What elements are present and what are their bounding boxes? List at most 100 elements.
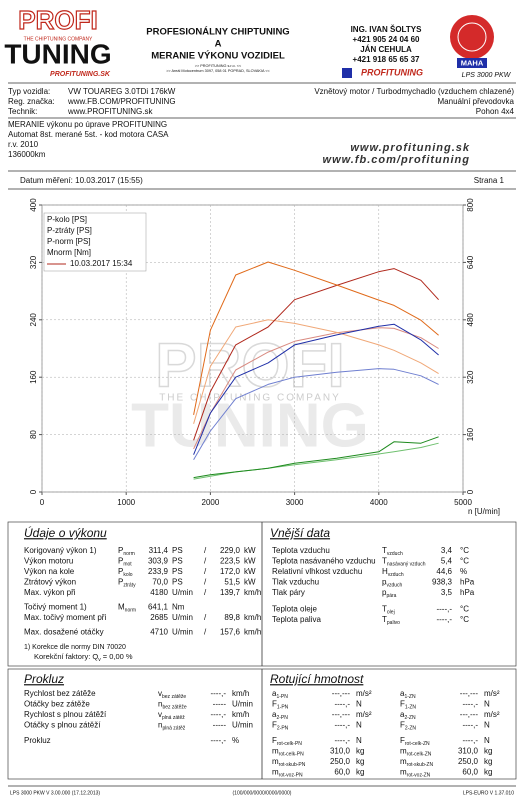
row-value: 70,0 [152,578,168,587]
y2-tick-label: 800 [466,198,475,212]
legend-entry: P-ztráty [PS] [47,226,92,235]
row-value: 311,4 [149,546,169,555]
row-value: ----,- [436,605,452,614]
x-tick-label: 2000 [202,498,220,507]
symbol: mrot-skub-PN [272,757,306,768]
row-label: Prokluz [24,736,51,745]
symbol-sub: bez zátěže [162,694,186,700]
symbol-sub: vzduch [387,551,403,557]
symbol-sub: ztráty [123,583,136,589]
row-value: ----,- [334,736,350,745]
badge-ring [457,22,487,52]
row-value: ----,- [210,736,226,745]
contact: ING. IVAN ŠOLTYS [351,25,422,34]
separator: / [204,567,207,576]
symbol-base: p [382,588,387,597]
watermark: TUNING [131,391,369,460]
symbol-sub: nasávaný vzduch [387,562,426,568]
row-label: Rychlost s plnou zátěží [24,710,107,719]
series-line [193,368,439,460]
row-value: 44,6 [436,567,452,576]
row-value: 2685 [150,613,168,622]
symbol: mrot-celk-ZN [400,747,432,758]
separator: / [204,557,207,566]
symbol: mrot-skub-ZN [400,757,433,768]
row-unit: kW [244,567,256,576]
row-value: 5,4 [441,557,453,566]
watermark: THE CHIPTUNING COMPANY [159,393,341,404]
title-line: MERANIE VÝKONU VOZIDIEL [151,50,285,62]
row-label: Rychlost bez zátěže [24,689,96,698]
row-label: Výkon motoru [24,557,73,566]
symbol-base: m [272,757,279,766]
row-unit: °C [460,615,469,624]
symbol-base: F [400,700,405,709]
row-unit: km/h [244,588,261,597]
symbol: ppára [382,588,397,599]
series-line [193,268,439,441]
symbol: F1-PN [272,700,289,711]
contact: +421 918 65 65 37 [353,55,421,64]
symbol: Tolej [382,605,395,616]
note: Automat 8st. merané 5st. - kod motora CA… [8,130,169,139]
symbol: mrot-voz-PN [272,768,303,779]
symbol-sub: norm [125,608,136,614]
row-value: ----,- [334,721,350,730]
row-label: Relativní vlhkost vzduchu [272,567,362,576]
symbol-sub: rot-celk-PN [277,741,302,747]
symbol-base: H [382,567,388,576]
row-label: Otáčky bez zátěže [24,700,90,709]
symbol-base: v [158,689,162,698]
x-axis-label: n [U/min] [468,507,500,516]
row-label: Teplota nasávaného vzduchu [272,557,376,566]
row-unit: PS [172,567,183,576]
web-address: www.profituning.sk [350,142,470,154]
row-label: Max. dosažené otáčky [24,628,104,637]
symbol-base: a [272,710,277,719]
y-tick-label: 160 [29,370,38,384]
brand: PROFITUNING [361,67,423,77]
badge: MAHA [461,58,484,67]
symbol-sub: rot-voz-PN [279,773,303,779]
row-value: 172,0 [220,567,241,576]
row-unit: km/h [232,689,249,698]
info-label: Technik: [8,107,37,116]
symbol: pvzduch [382,578,403,589]
row-value: 641,1 [148,603,169,612]
row-value: 4180 [150,588,168,597]
row-unit: m/s² [356,710,372,719]
y-tick-label: 0 [29,489,38,494]
series-line [193,261,439,415]
watermark: PROFI [155,331,344,400]
symbol-base: P [118,557,123,566]
footer: (100/000/0000/0000/0000) [233,790,292,796]
legend-run: 10.03.2017 15:34 [70,259,133,268]
engine-info: Vznětový motor / Turbodmychadlo (vzduche… [314,87,514,96]
web-address: www.fb.com/profituning [323,154,470,166]
symbol-base: a [272,689,277,698]
symbol: F2-ZN [400,721,416,732]
symbol: nbez zátěže [158,700,187,711]
symbol-sub: rot-celk-PN [279,752,304,758]
row-value: 4710 [150,628,168,637]
row-value: 60,0 [462,768,478,777]
logo-tagline: THE CHIPTUNING COMPANY [24,36,93,42]
row-value: 310,0 [458,747,479,756]
row-unit: kg [356,747,364,756]
row-value: 938,3 [432,578,453,587]
row-unit: U/min [232,700,253,709]
series-line [193,323,439,455]
symbol-base: F [272,721,277,730]
y2-tick-label: 160 [466,427,475,441]
row-label: Korigovaný výkon 1) [24,546,97,555]
y2-tick-label: 640 [466,255,475,269]
row-value: 60,0 [334,768,350,777]
title-line: A [215,39,222,50]
symbol-base: a [400,689,405,698]
symbol-sub: rot-celk-ZN [405,741,430,747]
row-value: ----,- [210,689,226,698]
symbol-base: m [400,747,407,756]
row-label: Teplota vzduchu [272,546,330,555]
